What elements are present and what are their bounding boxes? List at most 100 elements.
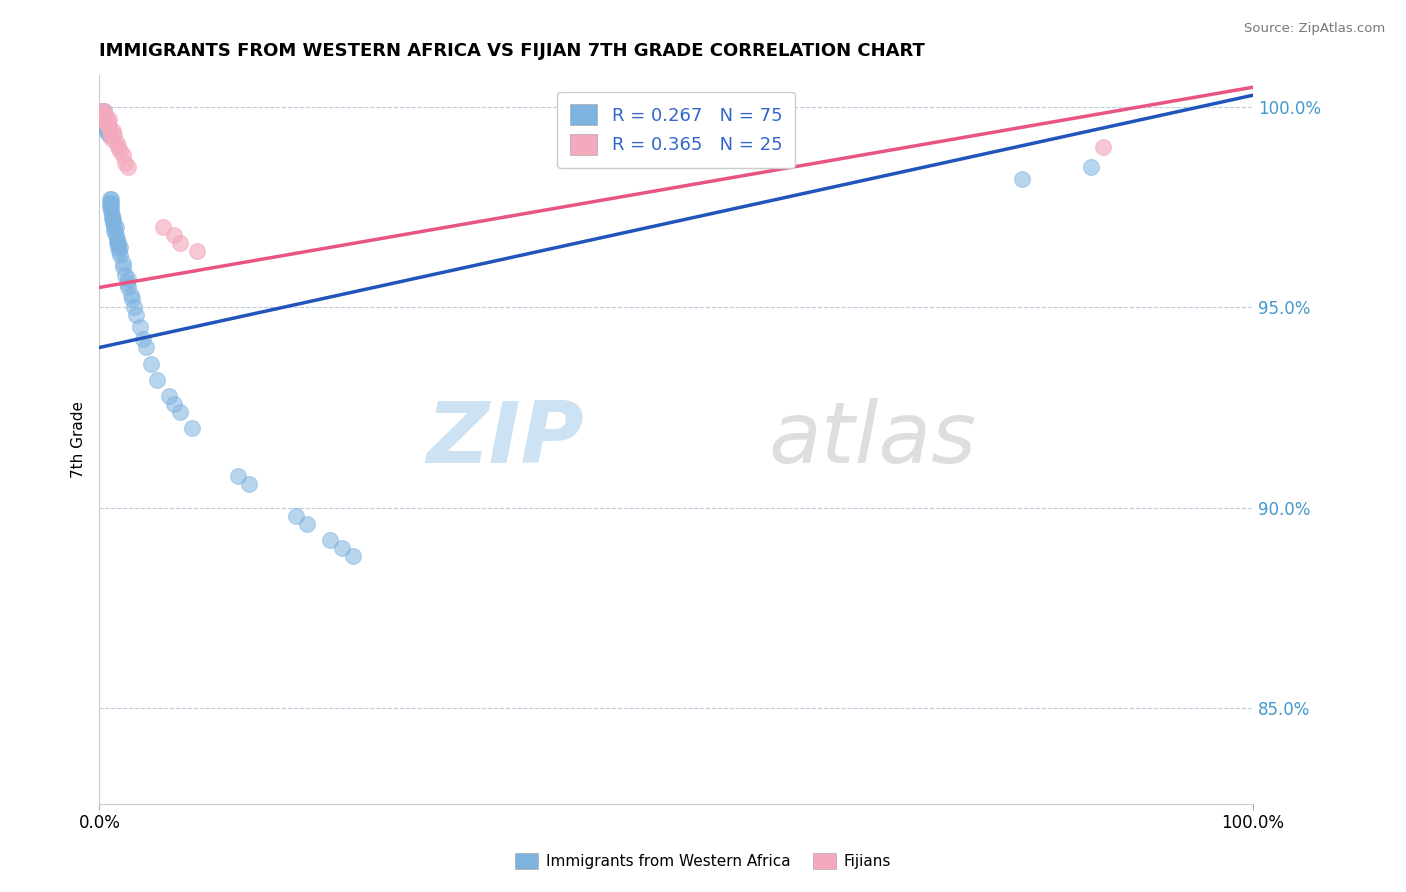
Point (93, 112, 115, 127)
Point (101, 212, 124, 227)
Point (101, 132, 124, 146)
Point (97, 112, 120, 127)
Point (120, 288, 142, 302)
Point (115, 277, 138, 291)
Point (96, 116, 118, 130)
Point (98, 192, 121, 206)
Point (101, 208, 124, 222)
Point (94, 108, 117, 122)
Point (91, 108, 114, 122)
Point (94, 108, 117, 122)
Point (1091, 140, 1114, 154)
Point (114, 156, 136, 170)
Point (98, 196, 121, 211)
Point (238, 476, 260, 491)
Point (117, 161, 139, 175)
Point (1080, 161, 1102, 175)
Point (103, 220, 125, 235)
Point (141, 357, 163, 371)
Legend: Immigrants from Western Africa, Fijians: Immigrants from Western Africa, Fijians (509, 847, 897, 875)
Point (93, 108, 115, 122)
Point (96, 124, 118, 138)
Legend: R = 0.267   N = 75, R = 0.365   N = 25: R = 0.267 N = 75, R = 0.365 N = 25 (557, 92, 794, 168)
Point (108, 145, 131, 159)
Point (103, 212, 125, 227)
Point (96, 116, 118, 130)
Point (97, 120, 120, 135)
Point (319, 533, 342, 547)
Point (1011, 172, 1033, 186)
Point (91, 112, 114, 127)
Point (108, 244, 131, 259)
Point (105, 236, 128, 251)
Point (226, 468, 249, 483)
Point (284, 508, 307, 523)
Point (157, 388, 180, 402)
Point (90, 104, 112, 119)
Point (100, 200, 122, 214)
Point (103, 124, 125, 138)
Point (117, 272, 139, 286)
Point (90, 108, 112, 122)
Point (91, 108, 114, 122)
Point (97, 124, 120, 138)
Point (90, 112, 112, 127)
Point (96, 116, 118, 130)
Point (96, 116, 118, 130)
Point (94, 116, 117, 130)
Point (132, 333, 155, 347)
Point (104, 228, 127, 243)
Point (180, 420, 202, 434)
Point (108, 248, 131, 262)
Point (94, 112, 117, 127)
Point (100, 204, 122, 219)
Point (94, 112, 117, 127)
Point (93, 104, 115, 119)
Point (135, 341, 157, 355)
Point (163, 228, 186, 243)
Point (100, 196, 122, 211)
Point (96, 120, 118, 135)
Point (93, 104, 115, 119)
Point (146, 372, 169, 386)
Point (169, 236, 191, 251)
Point (111, 148, 134, 162)
Point (107, 236, 129, 251)
Point (96, 112, 118, 127)
Point (114, 268, 136, 283)
Point (107, 140, 129, 154)
Point (100, 192, 122, 206)
Point (103, 216, 125, 230)
Point (111, 256, 134, 270)
Point (152, 220, 174, 235)
Point (96, 120, 118, 135)
Text: Source: ZipAtlas.com: Source: ZipAtlas.com (1244, 22, 1385, 36)
Text: IMMIGRANTS FROM WESTERN AFRICA VS FIJIAN 7TH GRADE CORRELATION CHART: IMMIGRANTS FROM WESTERN AFRICA VS FIJIAN… (100, 42, 925, 60)
Point (103, 224, 125, 238)
Point (342, 549, 364, 563)
Point (121, 293, 143, 307)
Point (186, 244, 208, 259)
Point (103, 128, 125, 143)
Point (128, 320, 150, 334)
Text: ZIP: ZIP (426, 398, 583, 481)
Point (111, 260, 134, 275)
Y-axis label: 7th Grade: 7th Grade (72, 401, 86, 478)
Point (97, 120, 120, 135)
Point (94, 120, 117, 135)
Point (330, 541, 353, 555)
Point (91, 104, 114, 119)
Point (98, 200, 121, 214)
Point (96, 124, 118, 138)
Point (100, 128, 122, 143)
Point (97, 128, 120, 143)
Point (104, 220, 127, 235)
Point (163, 396, 186, 410)
Point (93, 116, 115, 130)
Point (107, 240, 129, 254)
Point (169, 404, 191, 418)
Point (105, 232, 128, 246)
Point (125, 309, 148, 323)
Text: atlas: atlas (769, 398, 976, 481)
Point (94, 116, 117, 130)
